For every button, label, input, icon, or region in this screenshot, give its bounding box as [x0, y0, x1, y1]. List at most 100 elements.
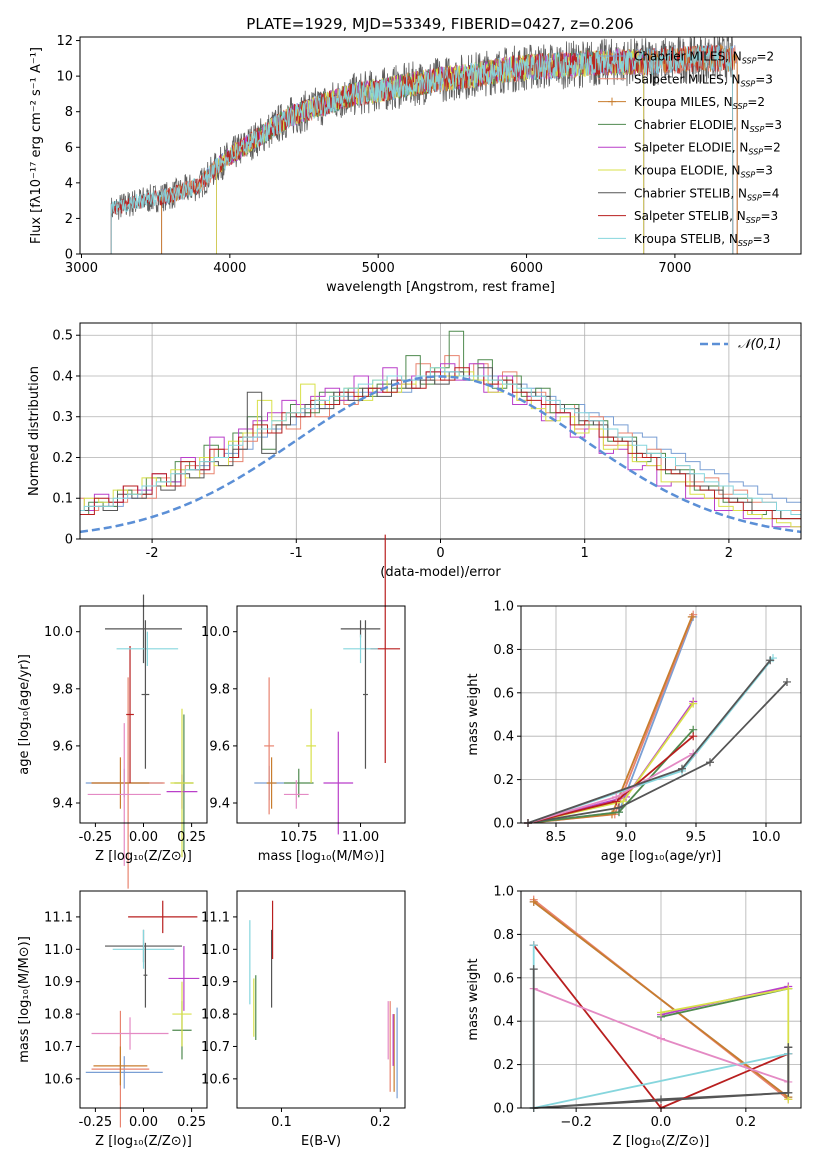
y-tick-label: 10.7: [44, 1040, 73, 1055]
x-axis-label: Z [log₁₀(Z/Z⊙)]: [613, 1134, 710, 1149]
x-tick-label: 0: [436, 546, 444, 561]
massweight_vs_Z-frame: −0.2 0.0 0.2 0.0 0.2 0.4 0.6 0.8 1.0 Z [log₁₀(Z/Z…: [466, 885, 802, 1149]
plot-frame: [79, 890, 208, 1109]
age_vs_mass-frame: 10.75 11.00 9.4 9.6 9.8 10.0 mass [log₁₀(M/M⊙)…: [201, 605, 406, 864]
x-tick-label: 3000: [65, 261, 98, 276]
x-tick-label: 0.0: [651, 1115, 672, 1130]
x-tick-label: 6000: [510, 261, 543, 276]
y-tick-label: 11.0: [44, 943, 73, 958]
y-tick-label: 0.4: [493, 730, 514, 745]
series-marker: [657, 1034, 665, 1043]
series-line: [533, 901, 789, 1098]
legend-label: Chabrier STELIB, NSSP=4: [634, 186, 779, 202]
series-marker: [766, 656, 775, 665]
legend-label: Salpeter STELIB, NSSP=3: [634, 209, 778, 225]
x-tick-label: -0.25: [79, 830, 113, 845]
y-tick-label: 10.7: [201, 1040, 230, 1055]
y-tick-label: 9.4: [209, 797, 230, 812]
series-line: [532, 969, 790, 1109]
x-axis-label: E(B-V): [301, 1134, 341, 1149]
y-tick-label: 10.8: [44, 1008, 73, 1023]
x-tick-label: 8.5: [546, 830, 567, 845]
y-tick-label: 9.8: [209, 682, 230, 697]
y-tick-label: 0.0: [493, 1102, 514, 1117]
massweight_vs_age-axes: [521, 605, 801, 824]
series-line: [527, 703, 694, 824]
series-line: [527, 659, 771, 824]
y-tick-label: 9.4: [52, 797, 73, 812]
y-tick-label: 0.8: [493, 928, 514, 943]
y-tick-label: 0: [65, 248, 73, 263]
y-tick-label: 12: [56, 34, 73, 49]
histogram-series: [80, 371, 801, 511]
chart-title: PLATE=1929, MJD=53349, FIBERID=0427, z=0…: [246, 15, 633, 33]
legend-label: 𝒩(0,1): [738, 337, 781, 352]
x-tick-label: 0.1: [271, 1115, 292, 1130]
y-axis-label: mass weight: [466, 958, 481, 1040]
y-tick-label: 10.6: [44, 1072, 73, 1087]
plot-frame: [520, 605, 802, 824]
series-marker: [529, 941, 538, 950]
age_vs_mass-points: [254, 534, 401, 835]
series-marker: [619, 797, 628, 806]
y-tick-label: 1.0: [493, 885, 514, 900]
y-tick-label: 10.6: [201, 1072, 230, 1087]
series-marker: [529, 897, 538, 906]
y-tick-label: 0.0: [493, 817, 514, 832]
legend-label: Kroupa STELIB, NSSP=3: [634, 232, 770, 248]
histogram-series: [80, 367, 801, 520]
y-tick-label: 10.0: [201, 625, 230, 640]
mass_vs_Z-frame: -0.25 0.00 0.25 10.6 10.7 10.8 10.9 11.0 11.1 Z […: [17, 890, 208, 1149]
x-tick-label: 10.0: [752, 830, 781, 845]
series-marker: [783, 677, 791, 686]
x-axis-label: mass [log₁₀(M/M⊙)]: [258, 849, 385, 864]
series-line: [527, 681, 788, 824]
y-tick-label: 4: [65, 176, 73, 191]
histogram-series: [80, 367, 801, 524]
x-axis-label: age [log₁₀(age/yr)]: [601, 849, 722, 864]
x-tick-label: 0.00: [129, 1115, 158, 1130]
y-tick-label: 10.9: [44, 975, 73, 990]
histogram-series: [80, 367, 801, 528]
y-tick-label: 0.2: [52, 451, 73, 466]
legend-label: Chabrier MILES, NSSP=2: [634, 50, 774, 66]
histogram-series: [80, 330, 801, 520]
x-tick-label: 10.75: [280, 830, 317, 845]
y-tick-label: 0.6: [493, 686, 514, 701]
series-line: [527, 616, 693, 824]
x-tick-label: -2: [146, 546, 159, 561]
mass_vs_Z-points: [85, 900, 200, 1128]
y-tick-label: 11.0: [201, 943, 230, 958]
y-tick-label: 0: [65, 533, 73, 548]
series-marker: [689, 732, 698, 741]
y-tick-label: 0.8: [493, 643, 514, 658]
y-axis-label: mass weight: [466, 673, 481, 755]
y-tick-label: 0.2: [493, 773, 514, 788]
legend-label: Chabrier ELODIE, NSSP=3: [634, 118, 782, 134]
legend-label: Salpeter MILES, NSSP=3: [634, 72, 773, 88]
x-tick-label: 0.2: [736, 1115, 757, 1130]
spectrum-frame: 3000 4000 5000 6000 7000 0 2 4 6 8 10 12 wavelength …: [29, 34, 802, 295]
series-marker: [784, 984, 793, 993]
y-tick-label: 9.6: [52, 739, 73, 754]
legend-label: Kroupa MILES, NSSP=2: [634, 95, 765, 111]
y-tick-label: 11.1: [201, 910, 230, 925]
series-marker: [615, 803, 623, 812]
y-tick-label: 0.6: [493, 971, 514, 986]
series-marker: [678, 764, 686, 773]
plot-frame: [236, 890, 406, 1109]
x-tick-label: -0.25: [79, 1115, 113, 1130]
y-tick-label: 11.1: [44, 910, 73, 925]
mass_vs_EBV-points: [249, 900, 398, 1099]
residuals-frame: -2 -1 0 1 2 0 0.1 0.2 0.3 0.4 0.5 (data-model)/erro…: [27, 322, 802, 580]
y-axis-label: Flux [fλ10⁻¹⁷ erg cm⁻² s⁻¹ A⁻¹]: [29, 47, 44, 244]
x-axis-label: Z [log₁₀(Z/Z⊙)]: [95, 1134, 192, 1149]
normal-reference-line: [80, 375, 801, 534]
y-tick-label: 0.5: [52, 329, 73, 344]
spectrum-lines: [110, 37, 738, 254]
series-marker: [689, 699, 698, 708]
x-tick-label: 0.00: [129, 830, 158, 845]
y-tick-label: 0.2: [493, 1058, 514, 1073]
plot-frame: [79, 36, 802, 255]
y-tick-label: 10: [56, 70, 73, 85]
